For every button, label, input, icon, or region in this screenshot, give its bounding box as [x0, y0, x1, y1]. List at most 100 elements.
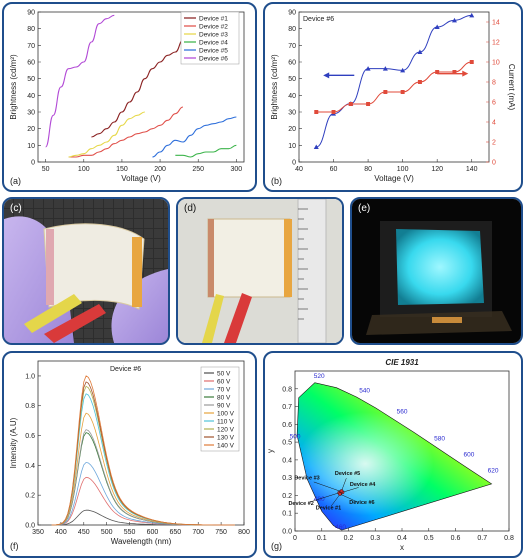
x-tick-label: 0.1: [317, 535, 327, 542]
brightness-point: [417, 49, 423, 54]
legend-label: Device #2: [199, 24, 228, 31]
x-axis-label: Wavelength (nm): [111, 537, 172, 546]
y-tick-label: 0.8: [25, 403, 35, 410]
y-tick-label: 50: [288, 76, 296, 83]
photo-device-ruler: [178, 199, 342, 343]
current-point: [452, 70, 457, 74]
legend-label: 50 V: [217, 371, 231, 378]
current-point: [417, 80, 422, 84]
x-tick-label: 40: [295, 166, 303, 173]
x-tick-label: 0: [293, 535, 297, 542]
y-axis-label: y: [266, 449, 275, 453]
legend-label: Device #6: [199, 56, 228, 63]
x-tick-label: 140: [466, 166, 478, 173]
x-tick-label: 750: [215, 529, 227, 536]
series-line-device4: [175, 144, 237, 158]
legend-label: Device #3: [199, 32, 228, 39]
y-axis-label: Intensity (A.U): [9, 417, 18, 468]
y-tick-label: 40: [27, 93, 35, 100]
legend-label: 90 V: [217, 403, 231, 410]
y-tick-label: 60: [27, 60, 35, 67]
series-line-device6: [45, 14, 115, 148]
y-tick-label: 1.0: [25, 373, 35, 380]
y-tick-label: 0.2: [25, 493, 35, 500]
panel-label-b: (b): [271, 176, 282, 186]
series-line-brightness: [316, 14, 472, 148]
y-tick-label: 0.3: [282, 475, 292, 482]
y-tick-label: 0.0: [25, 523, 35, 530]
y-tick-label: 80: [27, 26, 35, 33]
panel-label-f: (f): [10, 541, 19, 551]
x-tick-label: 50: [42, 166, 50, 173]
spectrum-70v: [51, 461, 235, 526]
arrow-right-head: [462, 70, 469, 77]
legend-label: Device #5: [199, 48, 228, 55]
y-tick-label: 90: [288, 10, 296, 17]
y2-tick-label: 12: [492, 40, 500, 47]
y-tick-label: 0.2: [282, 493, 292, 500]
y2-tick-label: 10: [492, 60, 500, 67]
wavelength-label: 620: [488, 467, 499, 474]
y-tick-label: 0.5: [282, 440, 292, 447]
plot-frame: [37, 360, 245, 526]
wavelength-label: 600: [464, 451, 475, 458]
panel-label-g: (g): [271, 541, 282, 551]
y-tick-label: 50: [27, 76, 35, 83]
y-axis-label: Brightness (cd/m²): [9, 54, 18, 120]
brightness-point: [313, 144, 319, 149]
x-tick-label: 0.3: [370, 535, 380, 542]
y-tick-label: 30: [288, 110, 296, 117]
y-tick-label: 0.0: [282, 529, 292, 536]
device-point: [339, 489, 344, 493]
current-point: [435, 70, 440, 74]
x-tick-label: 0.2: [344, 535, 354, 542]
panel-label-a: (a): [10, 176, 21, 186]
x-tick-label: 350: [32, 529, 44, 536]
arrow-left-head: [323, 72, 330, 79]
legend-label: Device #1: [199, 16, 228, 23]
chart-f: 350 400 450 500 550 600 650 700 750 800 0.0 0.2 0.4 0…: [9, 360, 250, 551]
device-leader: [313, 481, 342, 492]
y-tick-label: 0: [31, 160, 35, 167]
cie-white-point-glow: [297, 382, 492, 531]
x-axis-label: Voltage (V): [121, 174, 161, 183]
brightness-point: [382, 66, 388, 71]
y-tick-label: 0.8: [282, 386, 292, 393]
device-point: [338, 492, 342, 496]
x-tick-label: 600: [147, 529, 159, 536]
chart-g: 0 0.1 0.2 0.3 0.4 0.5 0.6 0.7 0.8 0.0 0.1 0.2 0.3 0.4…: [266, 358, 514, 552]
brightness-point: [469, 12, 475, 18]
x-tick-label: 120: [431, 166, 443, 173]
plot-frame: [298, 11, 490, 163]
chart-title: Device #6: [110, 366, 141, 373]
chart-a: 50 100 150 200 250 300 0 10 20 30 40 50 60 70 80 90 Volt…: [9, 10, 245, 186]
device-leader: [342, 487, 359, 493]
spectrum-140v: [51, 375, 235, 526]
x-tick-label: 400: [55, 529, 67, 536]
wavelength-label: 540: [359, 387, 370, 394]
y2-tick-label: 8: [492, 80, 496, 87]
series-line-device3: [68, 111, 145, 158]
y-tick-label: 0.1: [282, 511, 292, 518]
device-label: Device #5: [335, 471, 360, 477]
current-point: [469, 60, 474, 64]
current-point: [348, 102, 353, 106]
device-leader: [341, 478, 347, 492]
y2-tick-label: 14: [492, 20, 500, 27]
panel-f: 350 400 450 500 550 600 650 700 750 800 0.0 0.2 0.4 0…: [2, 351, 257, 558]
wavelength-label: 460: [335, 524, 346, 531]
legend-label: 100 V: [217, 411, 235, 418]
panel-label-c: (c): [10, 203, 22, 214]
photo-flexible-device-hand: [4, 199, 168, 343]
series-line-device1: [91, 39, 184, 138]
y-tick-label: 0.7: [282, 404, 292, 411]
brightness-point: [434, 24, 440, 29]
y-tick-label: 0.6: [25, 433, 35, 440]
photo-glowing-device: [352, 199, 521, 343]
device-label: Device #3: [294, 476, 319, 482]
panel-label-d: (d): [184, 203, 197, 214]
wavelength-label: 560: [397, 409, 408, 416]
series-line-device5: [152, 116, 237, 158]
panel-c: (c): [2, 197, 170, 345]
legend-label: 70 V: [217, 387, 231, 394]
